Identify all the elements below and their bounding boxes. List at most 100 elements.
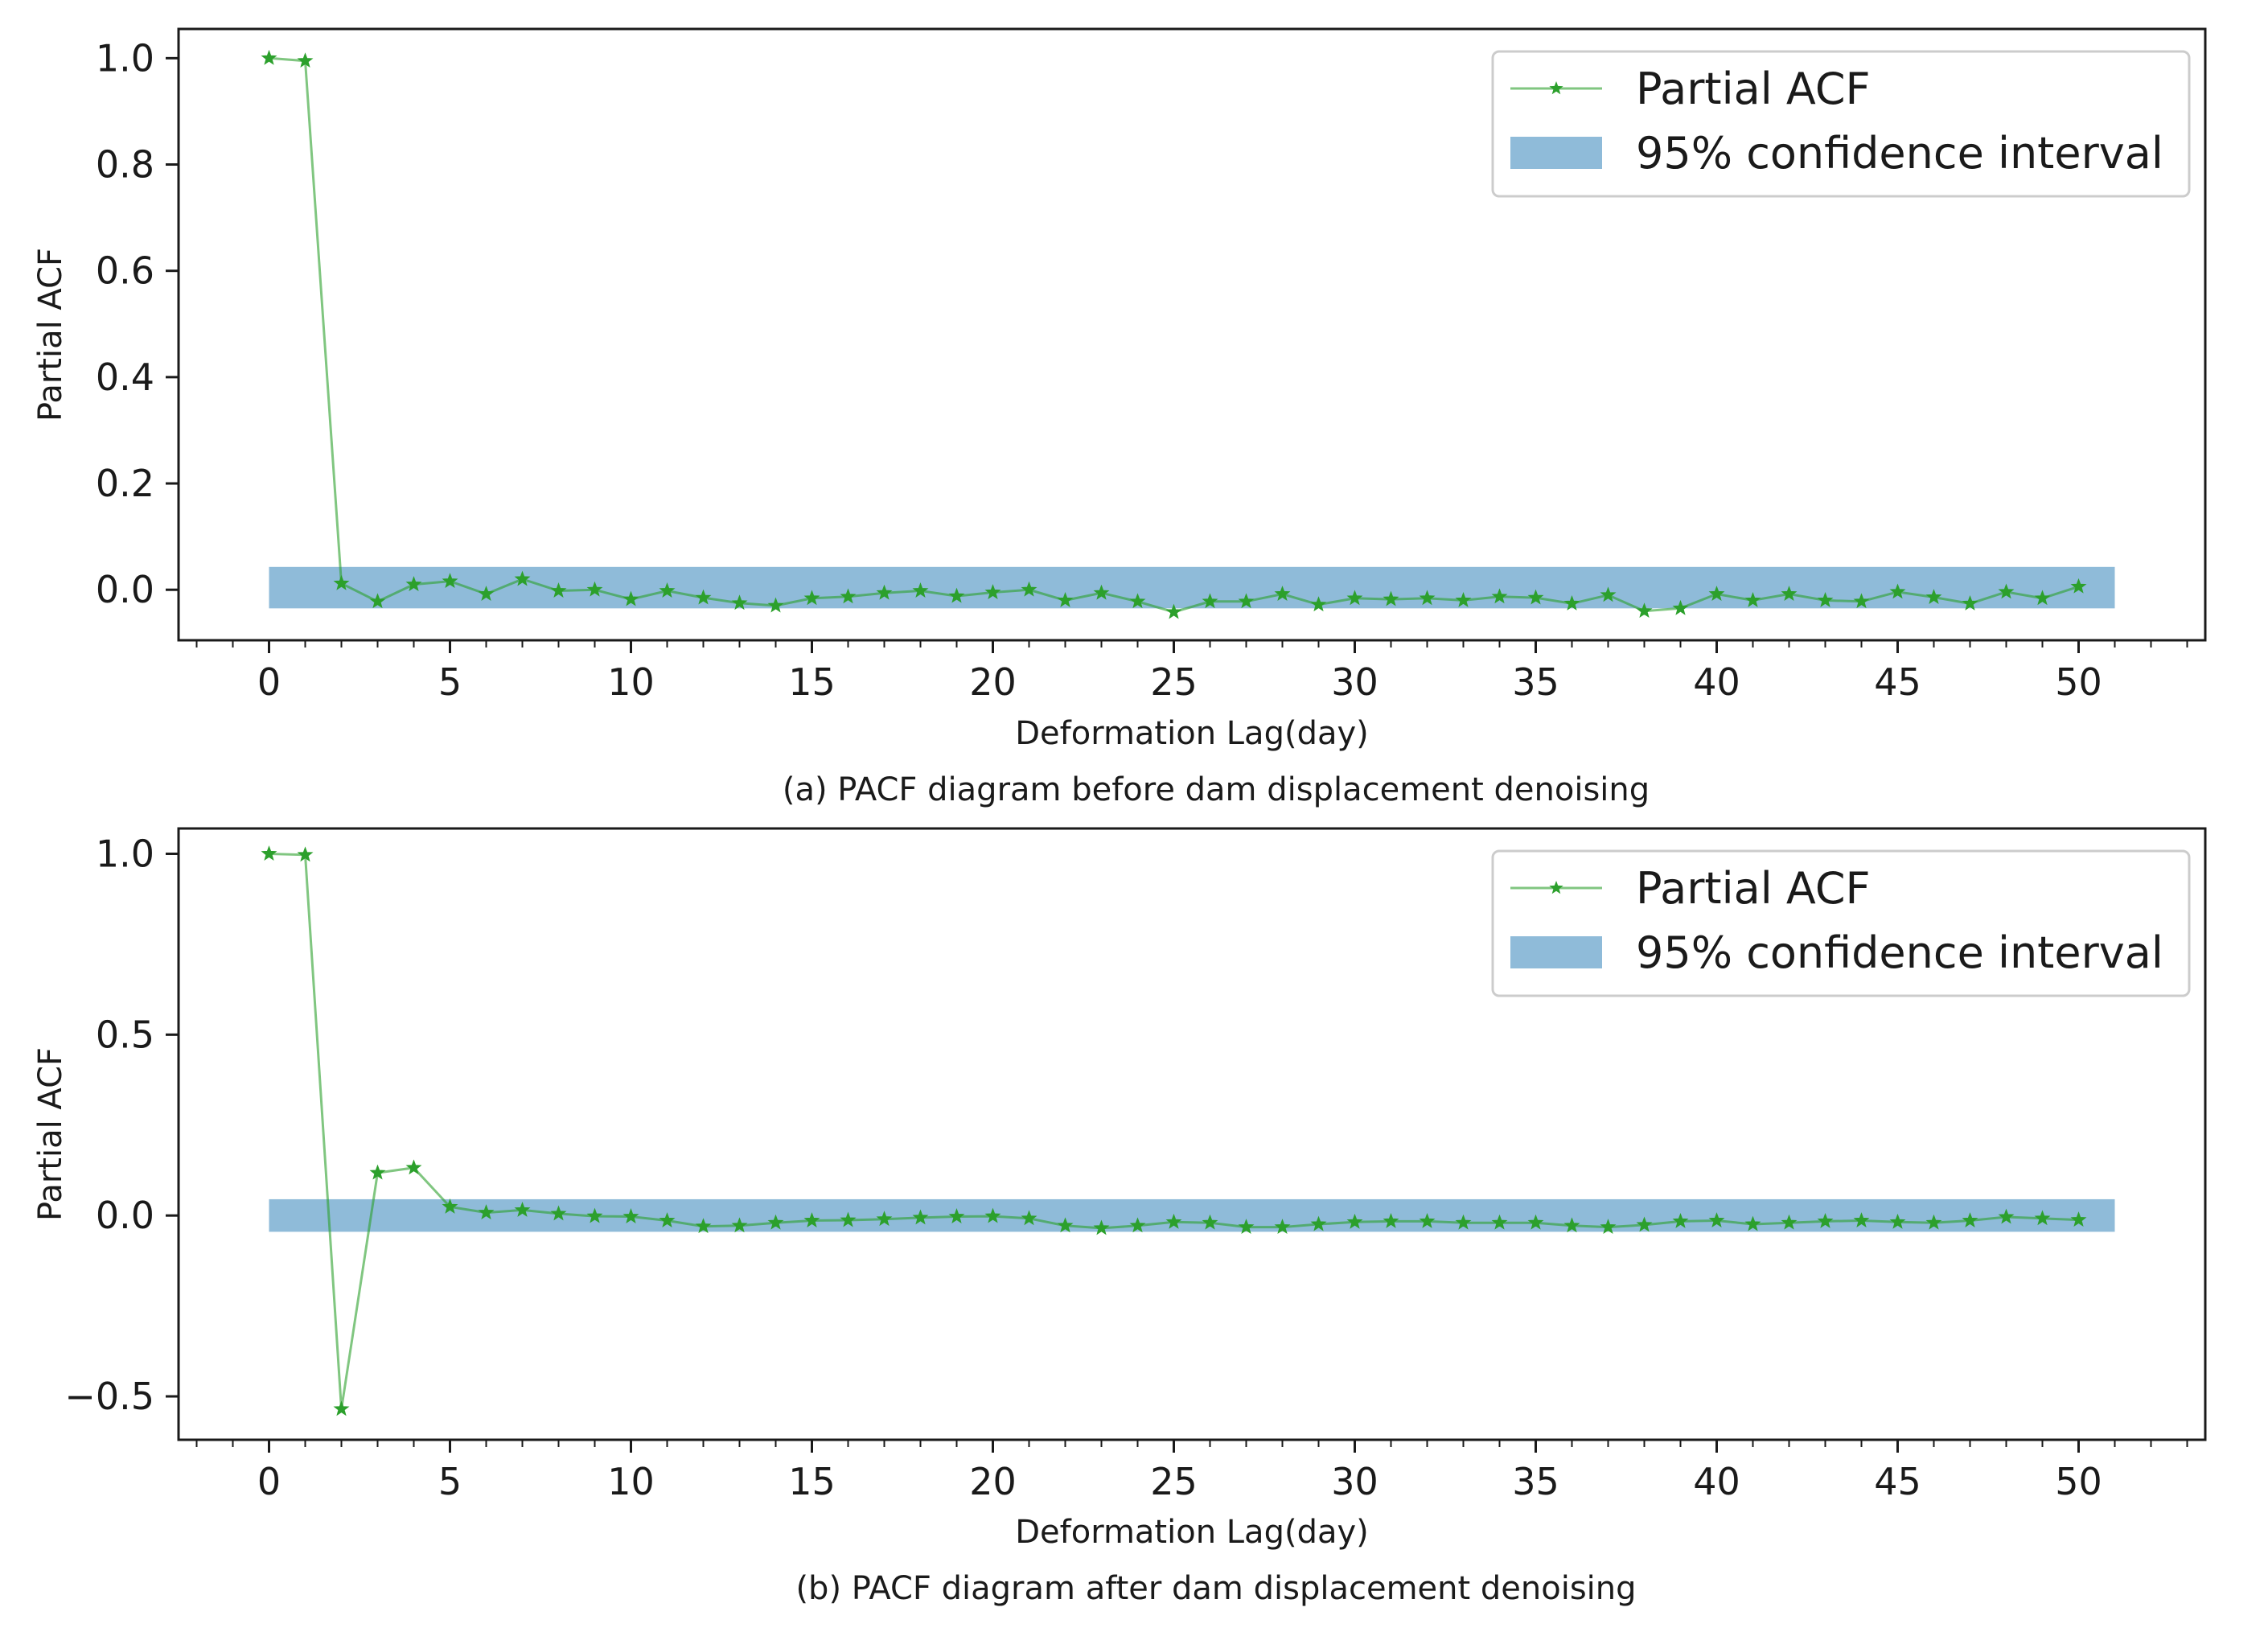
pacf-point-b-26 (1202, 1214, 1218, 1230)
pacf-point-a-0 (261, 49, 277, 65)
legend-label-partial-acf-b: Partial ACF (1636, 863, 1871, 914)
pacf-point-a-37 (1600, 586, 1617, 602)
x-tick-label-b-35: 35 (1512, 1460, 1559, 1503)
pacf-point-b-17 (876, 1211, 893, 1227)
pacf-point-b-23 (1093, 1219, 1110, 1235)
y-tick-label-a-5: 1.0 (96, 36, 154, 80)
x-tick-label-a-20: 20 (969, 660, 1017, 704)
pacf-point-b-28 (1274, 1219, 1291, 1235)
y-tick-label-a-2: 0.4 (96, 356, 154, 399)
y-tick-label-b-3: 1.0 (96, 832, 154, 875)
pacf-point-a-39 (1672, 599, 1689, 615)
pacf-point-b-47 (1962, 1212, 1978, 1227)
pacf-point-b-31 (1383, 1212, 1399, 1228)
x-tick-label-a-40: 40 (1693, 660, 1740, 704)
pacf-point-b-8 (550, 1205, 567, 1221)
pacf-point-a-25 (1165, 603, 1182, 619)
x-tick-label-b-20: 20 (969, 1460, 1017, 1503)
plot-frame-a (177, 27, 2207, 642)
pacf-point-b-50 (2070, 1211, 2087, 1227)
x-tick-label-a-0: 0 (257, 660, 281, 704)
y-tick-label-b-1: 0.0 (96, 1194, 154, 1237)
pacf-point-b-13 (731, 1217, 748, 1233)
pacf-point-b-40 (1708, 1212, 1725, 1227)
pacf-point-b-30 (1346, 1213, 1363, 1229)
pacf-point-b-24 (1129, 1217, 1146, 1233)
pacf-point-b-12 (695, 1218, 712, 1234)
x-tick-label-b-10: 10 (607, 1460, 655, 1503)
legend-patch-ci-b (1510, 936, 1602, 968)
pacf-point-a-44 (1853, 593, 1870, 609)
pacf-point-a-29 (1310, 596, 1327, 612)
legend-star-marker-b (1549, 881, 1563, 894)
caption-a: (a) PACF diagram before dam displacement… (783, 771, 1650, 808)
pacf-point-b-37 (1600, 1219, 1617, 1235)
pacf-point-b-19 (948, 1208, 965, 1223)
pacf-point-a-43 (1817, 591, 1834, 607)
pacf-point-a-20 (984, 584, 1001, 599)
pacf-point-b-16 (840, 1211, 857, 1227)
pacf-point-a-1 (297, 52, 314, 68)
pacf-point-b-21 (1021, 1210, 1037, 1226)
pacf-point-b-18 (912, 1209, 929, 1225)
pacf-point-a-10 (622, 590, 639, 606)
panel-a: 0 5 10 15 20 25 30 35 40 45 50 0.0 0.2 0.4 0.6 0.8 1.0 D… (32, 27, 2207, 808)
pacf-point-a-26 (1202, 593, 1218, 609)
pacf-point-b-41 (1744, 1215, 1761, 1231)
x-tick-label-a-25: 25 (1150, 660, 1198, 704)
pacf-point-a-14 (767, 597, 784, 613)
pacf-point-b-29 (1310, 1215, 1327, 1231)
x-tick-label-b-25: 25 (1150, 1460, 1198, 1503)
confidence-band-a (269, 566, 2115, 609)
legend-box-a (1491, 50, 2191, 198)
pacf-point-a-48 (1998, 583, 2015, 599)
pacf-point-a-28 (1274, 586, 1291, 601)
x-axis-label-b: Deformation Lag(day) (1015, 1514, 1369, 1551)
pacf-point-b-32 (1419, 1212, 1436, 1228)
pacf-point-a-12 (695, 589, 712, 605)
pacf-point-b-38 (1636, 1216, 1653, 1232)
x-tick-label-b-15: 15 (788, 1460, 836, 1503)
x-tick-label-a-35: 35 (1512, 660, 1559, 704)
x-tick-label-a-15: 15 (788, 660, 836, 704)
pacf-point-b-20 (984, 1207, 1001, 1223)
pacf-point-b-4 (405, 1159, 422, 1175)
y-tick-label-a-0: 0.0 (96, 568, 154, 611)
y-tick-label-b-0: −0.5 (64, 1375, 154, 1418)
legend-patch-ci-a (1510, 137, 1602, 169)
pacf-point-a-17 (876, 584, 893, 600)
pacf-point-a-22 (1057, 591, 1074, 607)
pacf-point-a-40 (1708, 586, 1725, 601)
pacf-point-b-0 (261, 845, 277, 861)
legend-label-ci-b: 95% confidence interval (1636, 927, 2163, 978)
pacf-point-b-39 (1672, 1212, 1689, 1228)
y-tick-label-b-2: 0.5 (96, 1013, 154, 1056)
x-tick-label-b-50: 50 (2055, 1460, 2102, 1503)
pacf-point-b-44 (1853, 1212, 1870, 1227)
pacf-point-a-36 (1563, 594, 1580, 610)
caption-b: (b) PACF diagram after dam displacement … (795, 1570, 1636, 1607)
panel-b: 0 5 10 15 20 25 30 35 40 45 50 −0.5 0.0 0.5 1.0 Deform… (32, 827, 2207, 1607)
pacf-point-a-18 (912, 582, 929, 598)
legend-label-partial-acf-a: Partial ACF (1636, 64, 1871, 114)
x-tick-label-a-50: 50 (2055, 660, 2102, 704)
pacf-point-a-2 (333, 574, 350, 590)
pacf-point-b-7 (514, 1201, 531, 1217)
y-tick-label-a-1: 0.2 (96, 462, 154, 505)
pacf-point-b-49 (2034, 1210, 2051, 1226)
pacf-point-a-47 (1962, 594, 1978, 610)
pacf-point-a-16 (840, 588, 857, 604)
pacf-point-a-27 (1238, 593, 1255, 609)
plot-frame-b (177, 827, 2207, 1441)
y-tick-label-a-3: 0.6 (96, 249, 154, 293)
pacf-point-a-15 (803, 590, 820, 606)
x-tick-label-b-45: 45 (1874, 1460, 1921, 1503)
x-tick-label-a-45: 45 (1874, 660, 1921, 704)
pacf-point-b-22 (1057, 1217, 1074, 1233)
pacf-point-a-34 (1491, 588, 1508, 604)
pacf-point-b-46 (1925, 1214, 1942, 1230)
y-tick-label-a-4: 0.8 (96, 143, 154, 187)
x-tick-label-a-30: 30 (1331, 660, 1378, 704)
pacf-point-a-45 (1889, 583, 1906, 599)
pacf-point-b-14 (767, 1214, 784, 1230)
